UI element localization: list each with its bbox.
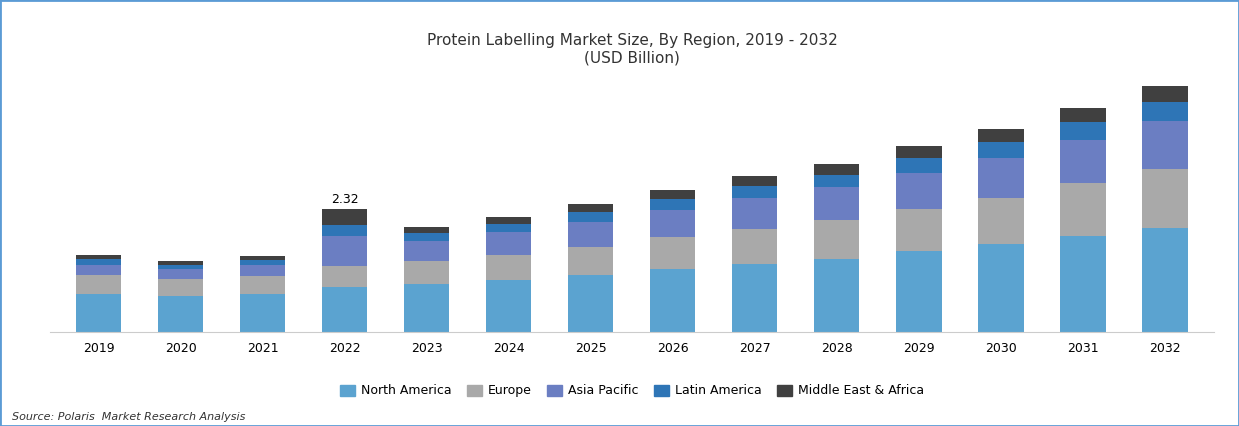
Bar — [979, 141, 1023, 158]
Bar — [896, 158, 942, 173]
Bar — [979, 129, 1023, 141]
Bar — [732, 186, 778, 198]
Bar — [979, 158, 1023, 198]
Bar — [650, 190, 695, 199]
Bar — [322, 225, 368, 236]
Bar — [1142, 169, 1187, 228]
Bar — [240, 256, 285, 260]
Bar — [486, 224, 532, 232]
Bar — [650, 238, 695, 269]
Bar — [77, 275, 121, 294]
Bar — [732, 229, 778, 264]
Bar — [404, 261, 450, 285]
Bar — [322, 209, 368, 225]
Bar — [404, 241, 450, 261]
Bar — [159, 296, 203, 332]
Bar — [1061, 139, 1105, 183]
Bar — [159, 265, 203, 269]
Bar — [896, 173, 942, 209]
Legend: North America, Europe, Asia Pacific, Latin America, Middle East & Africa: North America, Europe, Asia Pacific, Lat… — [335, 380, 929, 403]
Bar — [569, 247, 613, 275]
Bar — [814, 259, 860, 332]
Bar — [814, 175, 860, 187]
Bar — [650, 210, 695, 238]
Bar — [1142, 228, 1187, 332]
Bar — [240, 276, 285, 294]
Bar — [486, 280, 532, 332]
Bar — [240, 294, 285, 332]
Bar — [240, 265, 285, 276]
Bar — [77, 255, 121, 259]
Bar — [650, 269, 695, 332]
Bar — [77, 294, 121, 332]
Bar — [732, 198, 778, 229]
Bar — [240, 260, 285, 265]
Bar — [1142, 121, 1187, 169]
Bar — [1061, 183, 1105, 236]
Bar — [1061, 107, 1105, 122]
Bar — [979, 198, 1023, 245]
Bar — [814, 187, 860, 221]
Bar — [569, 275, 613, 332]
Bar — [77, 259, 121, 265]
Bar — [486, 217, 532, 224]
Bar — [322, 266, 368, 287]
Bar — [159, 279, 203, 296]
Bar — [486, 232, 532, 255]
Bar — [814, 164, 860, 175]
Bar — [1061, 122, 1105, 139]
Bar — [159, 269, 203, 279]
Text: 2.32: 2.32 — [331, 193, 358, 206]
Bar — [404, 285, 450, 332]
Bar — [1142, 102, 1187, 121]
Bar — [650, 199, 695, 210]
Bar — [569, 204, 613, 212]
Bar — [1142, 86, 1187, 102]
Bar — [896, 147, 942, 158]
Bar — [732, 176, 778, 187]
Bar — [814, 221, 860, 259]
Title: Protein Labelling Market Size, By Region, 2019 - 2032
(USD Billion): Protein Labelling Market Size, By Region… — [426, 33, 838, 66]
Text: Source: Polaris  Market Research Analysis: Source: Polaris Market Research Analysis — [12, 412, 245, 422]
Bar — [77, 265, 121, 275]
Bar — [404, 233, 450, 241]
Bar — [896, 251, 942, 332]
Bar — [404, 227, 450, 233]
Bar — [732, 264, 778, 332]
Bar — [322, 287, 368, 332]
Bar — [1061, 236, 1105, 332]
Bar — [569, 212, 613, 222]
Bar — [322, 236, 368, 266]
Bar — [569, 222, 613, 247]
Bar — [979, 245, 1023, 332]
Bar — [486, 254, 532, 280]
Bar — [896, 209, 942, 251]
Bar — [159, 261, 203, 265]
